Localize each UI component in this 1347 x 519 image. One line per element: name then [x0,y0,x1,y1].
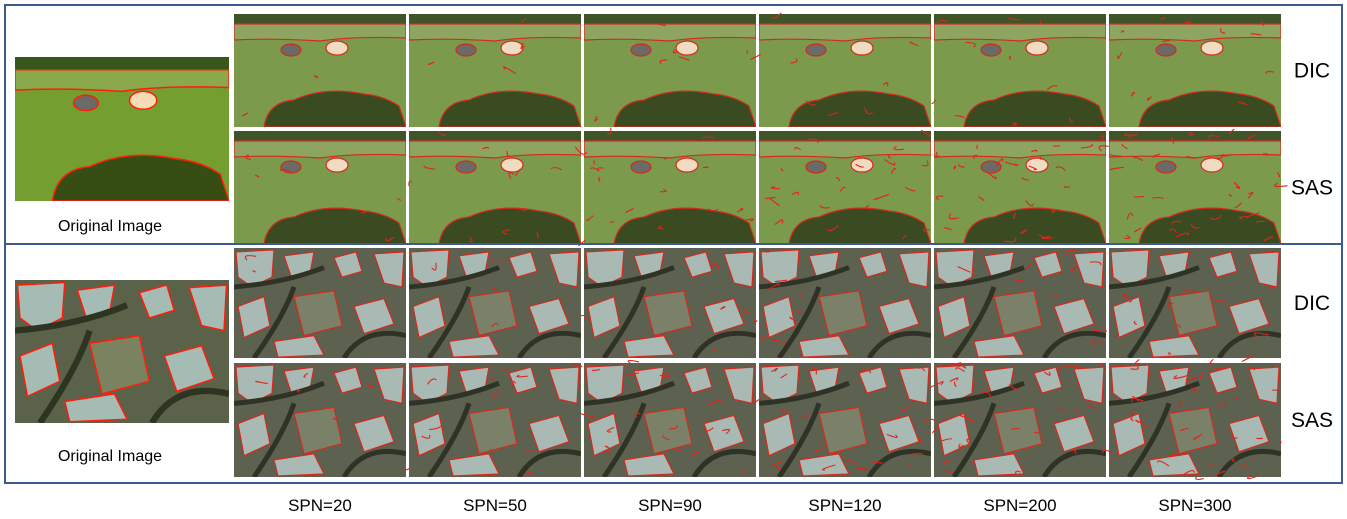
column-label: SPN=50 [463,496,527,515]
segmentation-thumbnail [934,131,1106,244]
segmentation-thumbnail [409,131,581,244]
row-label: DIC [1294,292,1330,315]
segmentation-thumbnail [234,363,406,477]
column-label: SPN=300 [1158,496,1231,515]
segmentation-thumbnail [584,131,756,244]
column-label: SPN=200 [983,496,1056,515]
segmentation-thumbnail [584,248,756,358]
segmentation-thumbnail [234,131,406,244]
column-label: SPN=90 [638,496,702,515]
segmentation-thumbnail [1109,131,1281,244]
figure: Original Image DIC SAS Original Image DIC SAS… [0,0,1347,519]
segmentation-thumbnail [584,14,756,127]
original-image [15,57,229,201]
segmentation-thumbnail [759,363,931,477]
segmentation-thumbnail [409,14,581,127]
segmentation-thumbnail [234,14,406,127]
segmentation-thumbnail [234,248,406,358]
column-label: SPN=120 [808,496,881,515]
column-label: SPN=20 [288,496,352,515]
segmentation-thumbnail [934,14,1106,127]
segmentation-thumbnail [409,363,581,477]
row-label: DIC [1294,60,1330,83]
segmentation-thumbnail [1109,248,1281,358]
segmentation-thumbnail [584,363,756,477]
segmentation-thumbnail [934,248,1106,358]
segmentation-thumbnail [1109,363,1281,477]
segmentation-thumbnail [759,248,931,358]
segmentation-thumbnail [934,363,1106,477]
segmentation-thumbnail [759,14,931,127]
caption: Original Image [58,218,162,235]
segmentation-thumbnail [1109,14,1281,127]
original-image [15,280,229,423]
row-label: SAS [1291,409,1333,432]
caption: Original Image [58,448,162,465]
row-label: SAS [1291,177,1333,200]
segmentation-thumbnail [409,248,581,358]
